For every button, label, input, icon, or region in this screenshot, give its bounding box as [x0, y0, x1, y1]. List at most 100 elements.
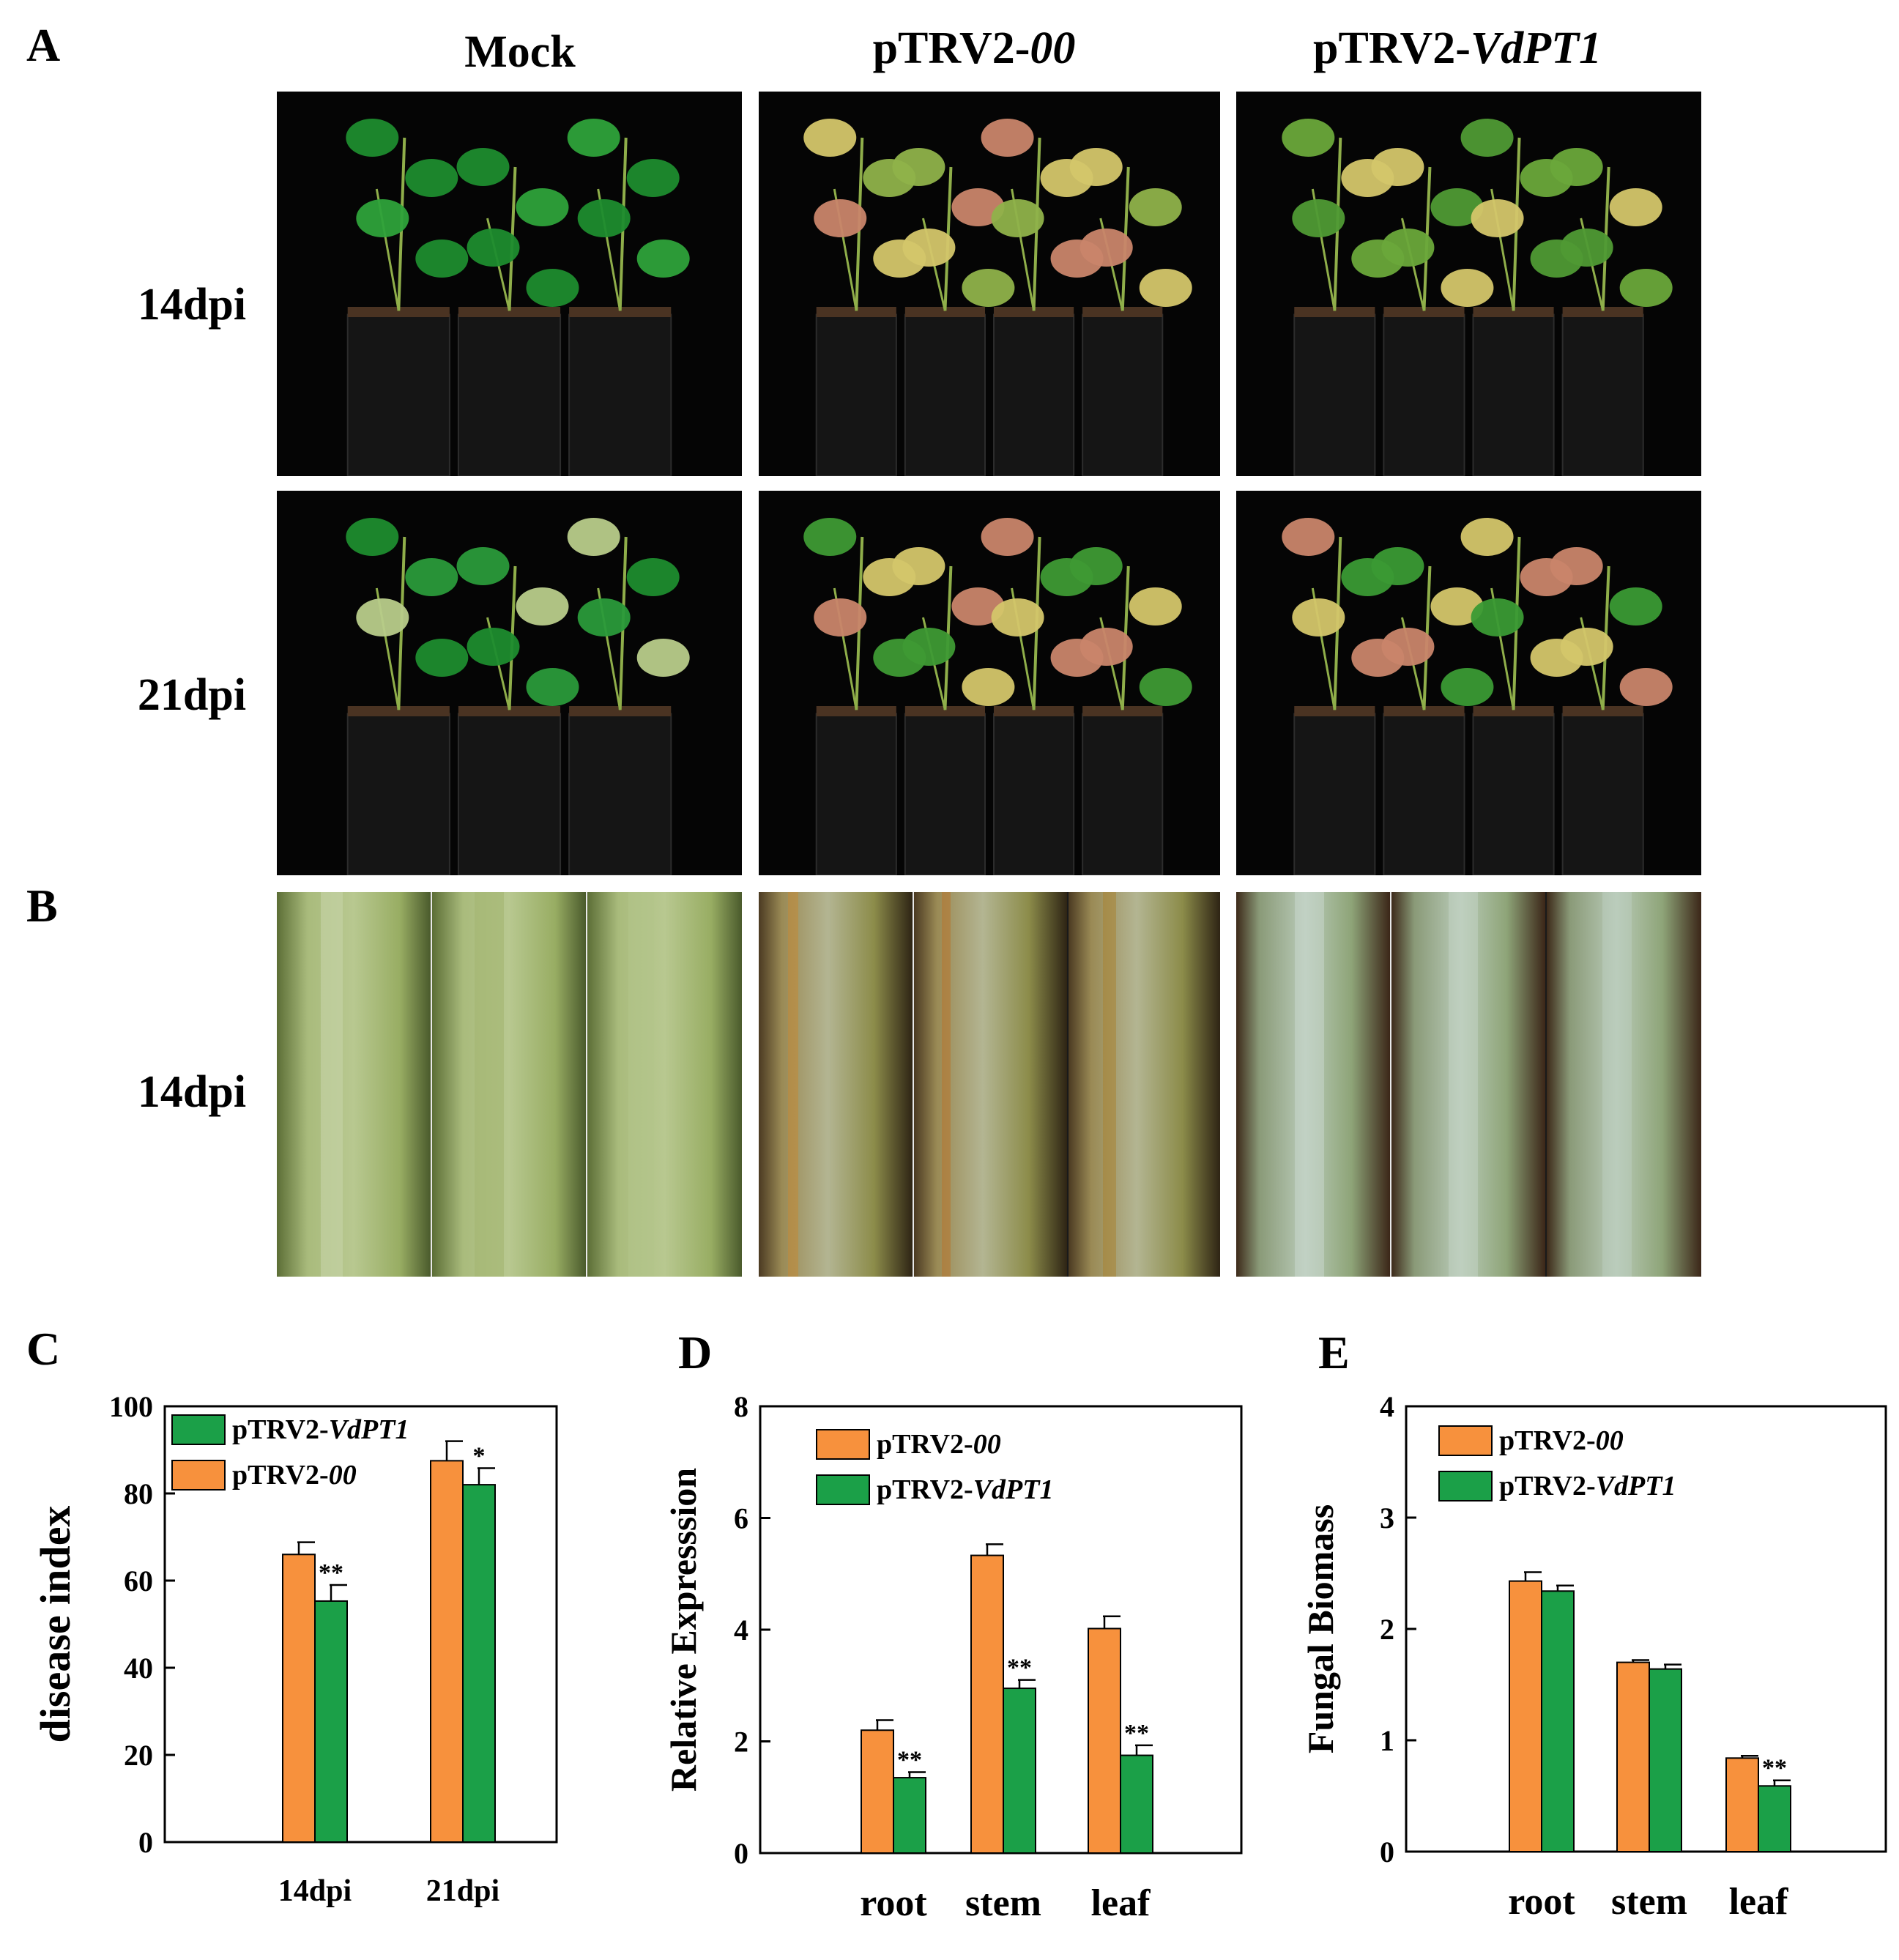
- x-tick-label: leaf: [1729, 1881, 1789, 1923]
- pot: [1082, 313, 1164, 476]
- leaf: [803, 119, 857, 157]
- pot: [1293, 313, 1376, 476]
- y-axis-label: Fungal Biomass: [1300, 1504, 1341, 1753]
- column-header-target-suffix: VdPT1: [1470, 23, 1602, 73]
- bar-empty: [1509, 1580, 1542, 1852]
- leaf: [1441, 269, 1494, 307]
- pot: [904, 713, 986, 875]
- leaf: [1460, 518, 1514, 556]
- column-header-empty-suffix: 00: [1030, 23, 1076, 73]
- stem-section-target: [1236, 892, 1701, 1277]
- y-tick-label: 80: [124, 1477, 153, 1510]
- bar-empty: [1616, 1661, 1650, 1852]
- leaf: [1079, 229, 1133, 267]
- column-header-mock: Mock: [464, 27, 576, 77]
- leaf: [577, 199, 631, 237]
- leaf: [1471, 199, 1524, 237]
- leaf: [1292, 199, 1345, 237]
- bar-target: [1120, 1754, 1153, 1854]
- leaf: [526, 668, 579, 706]
- soil: [1562, 307, 1643, 317]
- pot: [346, 713, 450, 875]
- soil: [569, 307, 672, 317]
- soil: [458, 307, 561, 317]
- legend-swatch-empty: [171, 1460, 226, 1491]
- soil: [1294, 307, 1375, 317]
- bar-target: [1758, 1785, 1791, 1853]
- y-tick-label: 100: [109, 1390, 153, 1423]
- x-tick-label: 14dpi: [278, 1874, 352, 1908]
- pot: [1383, 313, 1465, 476]
- row-label-a-14dpi: 14dpi: [137, 280, 247, 330]
- pot: [1082, 713, 1164, 875]
- leaf: [636, 639, 690, 677]
- legend-label-empty: pTRV2-00: [1499, 1425, 1624, 1456]
- column-header-target: pTRV2-VdPT1: [1289, 26, 1626, 71]
- soil: [458, 706, 561, 716]
- leaf: [456, 547, 510, 585]
- leaf: [356, 598, 409, 636]
- leaf: [1619, 269, 1673, 307]
- legend-swatch-empty: [1438, 1425, 1493, 1456]
- leaf: [1609, 587, 1662, 626]
- significance-marker: **: [1762, 1755, 1787, 1782]
- bar-target: [1003, 1688, 1036, 1854]
- pot: [1383, 713, 1465, 875]
- leaf: [626, 558, 680, 596]
- leaf: [346, 119, 399, 157]
- soil: [1562, 706, 1643, 716]
- pot: [568, 713, 672, 875]
- stem-section-empty-vector: [759, 892, 1220, 1277]
- bar-empty: [430, 1460, 464, 1843]
- column-header-empty-prefix: pTRV2-: [872, 23, 1030, 73]
- x-tick-label: leaf: [1091, 1882, 1151, 1924]
- bar-target: [314, 1600, 348, 1843]
- soil: [816, 307, 896, 317]
- leaf: [1381, 229, 1435, 267]
- legend-swatch-target: [1438, 1471, 1493, 1501]
- chart-relative-expression: 0 2 4 6 8 Relative Expresssion root ** stem ** lea…: [652, 1377, 1260, 1948]
- pot: [1293, 713, 1376, 875]
- leaf: [567, 518, 620, 556]
- leaf: [892, 148, 945, 186]
- soil: [816, 706, 896, 716]
- chart-fungal-biomass: 0 1 2 3 4 Fungal Biomass root stem leaf ** pTRV2-0…: [1289, 1377, 1897, 1948]
- leaf: [981, 518, 1034, 556]
- leaf: [1550, 547, 1603, 585]
- leaf: [1619, 668, 1673, 706]
- significance-marker: *: [473, 1442, 486, 1469]
- y-axis-label: disease index: [31, 1506, 79, 1743]
- legend-swatch-target: [171, 1414, 226, 1445]
- pot: [1561, 713, 1644, 875]
- leaf: [1139, 668, 1192, 706]
- leaf: [1430, 587, 1484, 626]
- bar-empty: [861, 1729, 894, 1854]
- y-tick-label: 0: [138, 1826, 153, 1859]
- leaf: [981, 119, 1034, 157]
- photo-empty-vector-21dpi: [759, 491, 1220, 875]
- legend-label-target: pTRV2-VdPT1: [877, 1474, 1053, 1505]
- y-tick-label: 2: [1380, 1613, 1394, 1646]
- leaf: [951, 587, 1005, 626]
- leaf: [962, 668, 1015, 706]
- leaf: [1550, 148, 1603, 186]
- soil: [347, 307, 450, 317]
- soil: [1473, 307, 1554, 317]
- leaf: [991, 598, 1044, 636]
- soil: [1383, 307, 1465, 317]
- leaf: [1381, 628, 1435, 666]
- soil: [1473, 706, 1554, 716]
- y-tick-label: 4: [734, 1614, 748, 1647]
- pot: [815, 713, 897, 875]
- x-tick-label: stem: [1611, 1881, 1687, 1923]
- plot-frame: [163, 1405, 558, 1844]
- soil: [1294, 706, 1375, 716]
- bar-empty: [282, 1553, 316, 1844]
- leaf: [991, 199, 1044, 237]
- leaf: [626, 159, 680, 197]
- pot: [457, 313, 562, 476]
- chart-disease-index: 0 20 40 60 80 100 disease index 14dpi ** 21dpi * pT…: [0, 1377, 586, 1948]
- leaf: [1441, 668, 1494, 706]
- panel-label-b: B: [26, 880, 58, 932]
- leaf: [1471, 598, 1524, 636]
